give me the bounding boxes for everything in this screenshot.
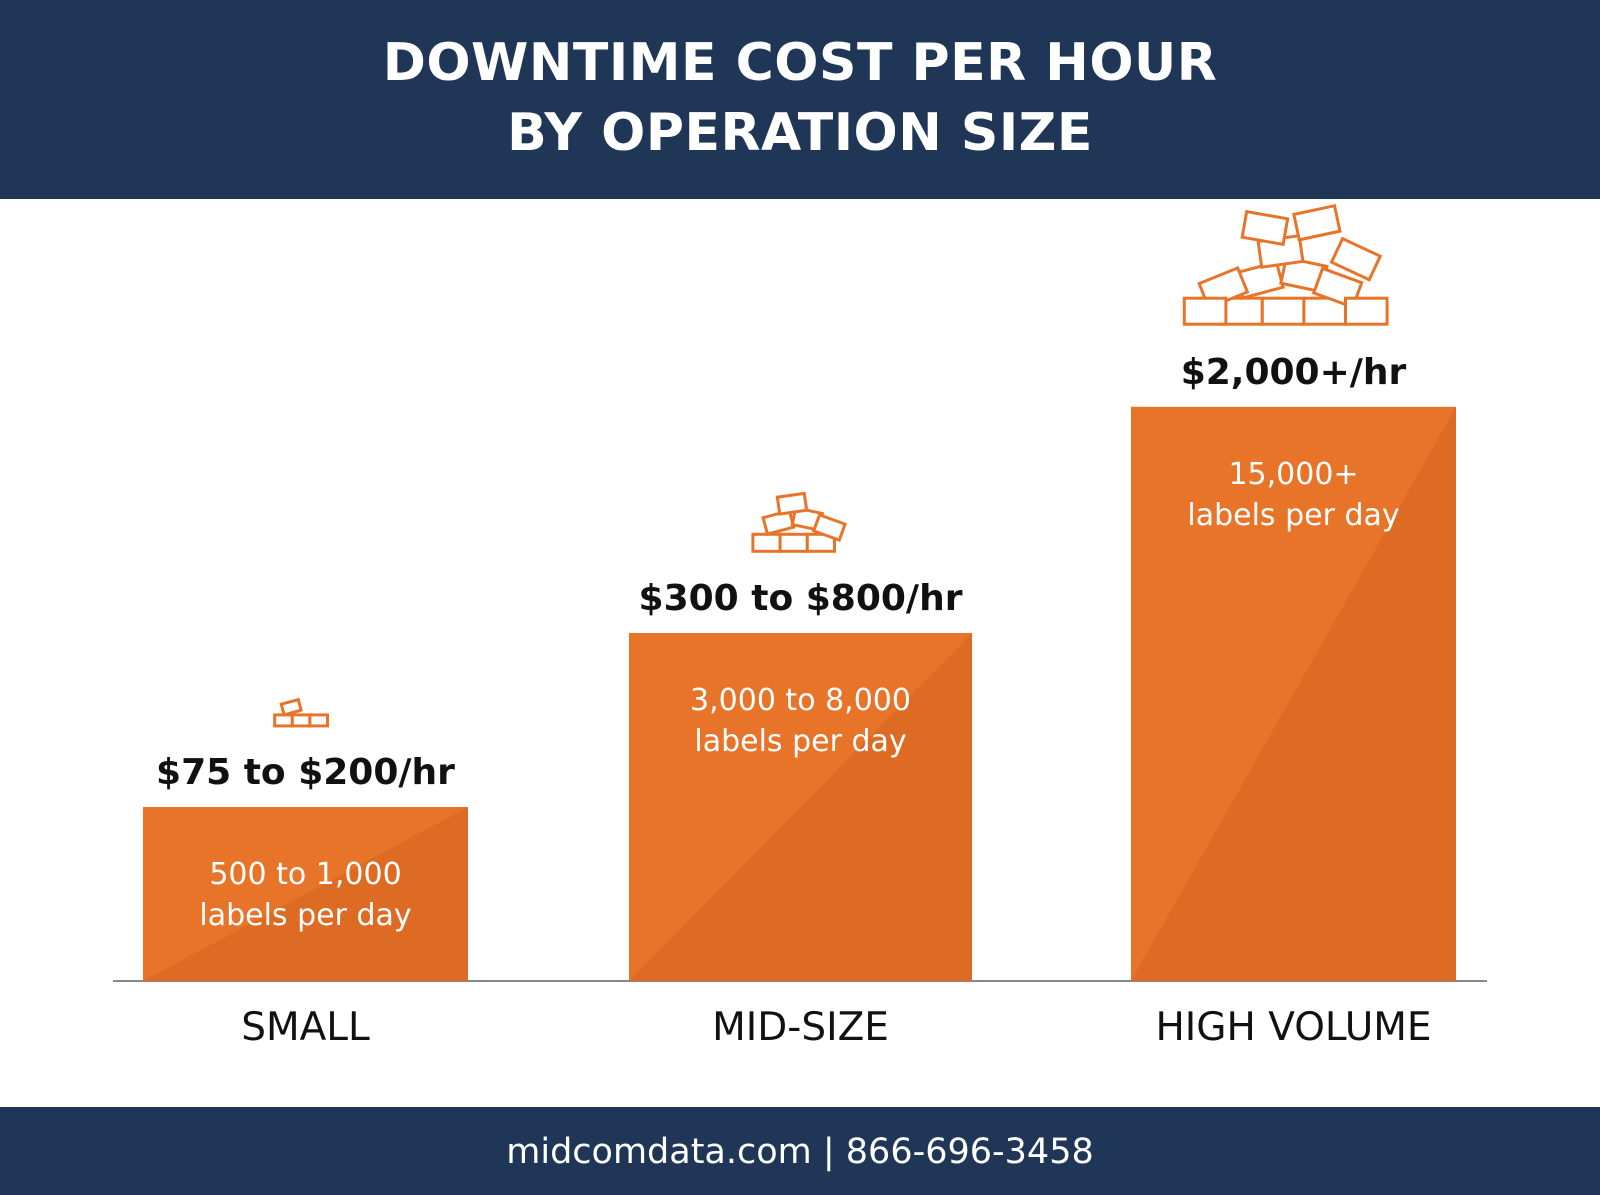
- cost-label: $2,000+/hr: [1181, 352, 1407, 393]
- volume-label: labels per day: [199, 898, 411, 933]
- label-box-shape: [273, 713, 294, 728]
- footer-contact: midcomdata.com | 866-696-3458: [506, 1132, 1094, 1172]
- label-stack-small-icon: [273, 697, 329, 728]
- label-box-shape: [1292, 203, 1342, 242]
- label-box-shape: [811, 512, 848, 543]
- bar-shade: [143, 807, 468, 981]
- title-line-1: DOWNTIME COST PER HOUR: [382, 33, 1218, 93]
- label-box-shape: [775, 491, 809, 516]
- label-box-shape: [279, 697, 303, 717]
- page-title: DOWNTIME COST PER HOUR BY OPERATION SIZE: [0, 28, 1600, 168]
- title-line-2: BY OPERATION SIZE: [507, 103, 1093, 163]
- label-box-shape: [308, 713, 329, 728]
- bar-shade: [1131, 406, 1456, 981]
- volume-label: labels per day: [1187, 498, 1399, 533]
- label-box-shape: [1260, 296, 1306, 326]
- label-box-shape: [751, 532, 782, 553]
- bar-shade: [629, 633, 972, 981]
- footer-banner: [0, 1107, 1600, 1195]
- label-stack-medium-icon: [751, 491, 848, 553]
- label-box-shape: [778, 532, 809, 553]
- label-box-shape: [1182, 296, 1228, 326]
- cost-label: $300 to $800/hr: [639, 578, 963, 619]
- volume-label: 15,000+: [1228, 457, 1358, 492]
- bar-group: 15,000+ labels per day $2,000+/hr HIGH VOLU…: [1131, 352, 1456, 1050]
- label-box-shape: [1344, 296, 1389, 326]
- bar-group: 3,000 to 8,000 labels per day $300 to $800…: [629, 578, 972, 1050]
- volume-label: 3,000 to 8,000: [690, 683, 911, 718]
- label-stack-large-icon: [1182, 203, 1389, 326]
- label-box-shape: [761, 508, 796, 536]
- volume-label: 500 to 1,000: [209, 857, 401, 892]
- bar-group: 500 to 1,000 labels per day $75 to $200/hr…: [143, 752, 468, 1050]
- label-box-shape: [1240, 209, 1290, 247]
- category-label: HIGH VOLUME: [1155, 1005, 1431, 1050]
- volume-label: labels per day: [694, 724, 906, 759]
- label-box-shape: [1329, 236, 1383, 282]
- category-label: MID-SIZE: [712, 1005, 889, 1050]
- category-label: SMALL: [241, 1005, 370, 1050]
- header-banner: [0, 0, 1600, 199]
- label-box-shape: [290, 713, 312, 728]
- cost-label: $75 to $200/hr: [156, 752, 455, 793]
